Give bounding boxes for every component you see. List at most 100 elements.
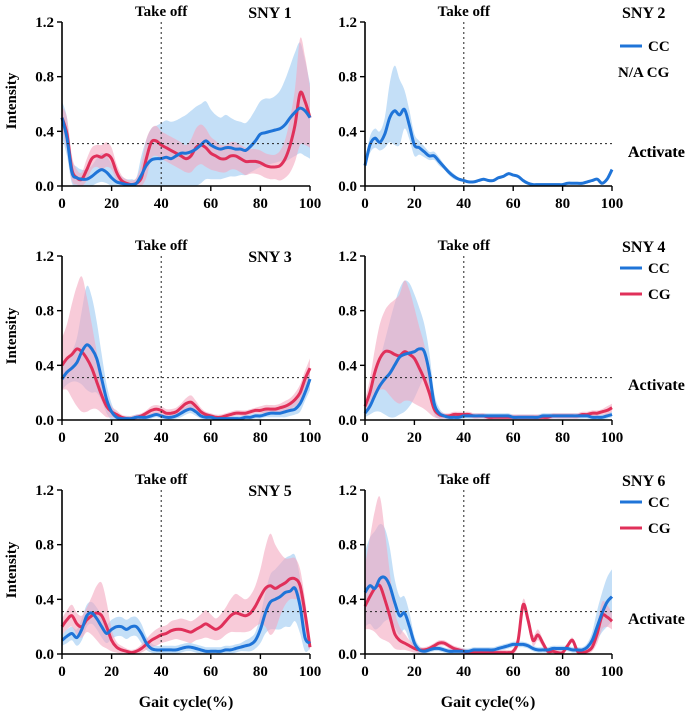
x-tick-label: 60: [506, 664, 521, 680]
activate-label: Activate: [628, 144, 685, 161]
y-axis-label: Intensity: [4, 541, 20, 598]
x-tick-label: 80: [253, 430, 268, 446]
band-cg: [365, 496, 612, 655]
x-tick-label: 40: [456, 664, 471, 680]
takeoff-label: Take off: [438, 4, 491, 20]
x-tick-label: 60: [506, 430, 521, 446]
panel-6: 0.0 0.4 0.8 1.2 0 20 40 60 80 100 Take off SNY 6 CC C…: [338, 472, 685, 680]
panel-title: SNY 3: [248, 249, 291, 266]
line-cc: [60, 343, 312, 421]
x-tick-label: 100: [601, 664, 624, 680]
panel-1: 0.0 0.4 0.8 1.2 0 20 40 60 80 100 Take off SNY 1 Act…: [35, 4, 685, 212]
x-tick-label: 0: [361, 196, 369, 212]
x-tick-label: 80: [253, 664, 268, 680]
panel-title: SNY 1: [248, 5, 291, 22]
takeoff-label: Take off: [438, 238, 491, 254]
line-cc: [363, 575, 614, 653]
band-cg: [365, 280, 612, 421]
x-tick-label: 0: [361, 430, 369, 446]
line-cg: [60, 347, 312, 421]
takeoff-label: Take off: [135, 238, 188, 254]
x-tick-label: 60: [203, 664, 218, 680]
x-tick-label: 40: [456, 430, 471, 446]
line-cg: [60, 576, 312, 655]
panel-3: 0.0 0.4 0.8 1.2 0 20 40 60 80 100 Take off SNY 3: [35, 238, 321, 446]
x-tick-label: 60: [506, 196, 521, 212]
y-tick-label: 0.4: [338, 592, 357, 608]
line-cc: [363, 107, 614, 187]
legend-label-cg: CG: [648, 287, 671, 303]
y-tick-label: 1.2: [338, 249, 357, 265]
legend-label-cg: N/A CG: [618, 65, 670, 81]
activate-label: Activate: [628, 377, 685, 394]
y-tick-label: 0.8: [35, 304, 54, 320]
legend-label-cg: CG: [648, 521, 671, 537]
x-tick-label: 80: [555, 664, 570, 680]
y-tick-label: 0.4: [35, 358, 54, 374]
x-tick-label: 0: [58, 196, 66, 212]
panel-title: SNY 6: [622, 473, 665, 490]
y-tick-label: 0.4: [338, 124, 357, 140]
x-tick-label: 100: [299, 664, 322, 680]
y-tick-label: 0.4: [35, 592, 54, 608]
line-cc: [61, 586, 312, 653]
x-tick-label: 40: [154, 664, 169, 680]
y-tick-label: 0.0: [35, 647, 54, 663]
y-tick-label: 0.8: [338, 304, 357, 320]
x-tick-label: 40: [456, 196, 471, 212]
band-cc: [365, 65, 612, 187]
y-tick-label: 0.8: [338, 70, 357, 86]
y-tick-label: 1.2: [35, 249, 54, 265]
takeoff-label: Take off: [438, 472, 491, 488]
x-tick-label: 0: [361, 664, 369, 680]
y-axis-label: Intensity: [4, 72, 20, 129]
y-tick-label: 0.8: [35, 538, 54, 554]
y-tick-label: 1.2: [338, 15, 357, 31]
y-tick-label: 0.0: [35, 179, 54, 195]
y-axis-label: Intensity: [4, 307, 20, 364]
takeoff-label: Take off: [135, 472, 188, 488]
x-tick-label: 100: [601, 430, 624, 446]
line-cc: [363, 347, 613, 419]
x-tick-label: 100: [299, 430, 322, 446]
x-tick-label: 20: [104, 664, 119, 680]
x-tick-label: 60: [203, 196, 218, 212]
x-tick-label: 80: [555, 196, 570, 212]
y-tick-label: 0.8: [338, 538, 357, 554]
takeoff-label: Take off: [135, 4, 188, 20]
legend-label-cc: CC: [648, 39, 670, 55]
x-tick-label: 60: [203, 430, 218, 446]
band-cg: [62, 533, 310, 655]
x-tick-label: 80: [555, 430, 570, 446]
activate-label: Activate: [628, 144, 685, 161]
y-tick-label: 0.0: [338, 647, 357, 663]
x-axis-label: Gait cycle(%): [139, 694, 234, 711]
x-axis-label: Gait cycle(%): [441, 694, 536, 711]
y-tick-label: 0.4: [338, 358, 357, 374]
line-cg: [363, 583, 614, 655]
panel-title: SNY 2: [622, 5, 665, 22]
y-tick-label: 1.2: [35, 483, 54, 499]
x-tick-label: 0: [58, 664, 66, 680]
panel-2: 0.0 0.4 0.8 1.2 0 20 40 60 80 100 Take off SNY 2 CC N…: [338, 4, 685, 212]
y-tick-label: 0.0: [338, 413, 357, 429]
y-tick-label: 0.0: [338, 179, 357, 195]
line-cg: [60, 90, 312, 187]
x-tick-label: 40: [154, 430, 169, 446]
x-tick-label: 80: [253, 196, 268, 212]
x-tick-label: 20: [407, 196, 422, 212]
legend-label-cc: CC: [648, 261, 670, 277]
x-tick-label: 100: [601, 196, 624, 212]
y-tick-label: 1.2: [338, 483, 357, 499]
y-tick-label: 0.4: [35, 124, 54, 140]
panel-4: 0.0 0.4 0.8 1.2 0 20 40 60 80 100 Take off SNY 4 CC C…: [338, 238, 685, 446]
panel-title: SNY 5: [248, 483, 291, 500]
legend-label-cc: CC: [648, 495, 670, 511]
x-tick-label: 20: [407, 430, 422, 446]
x-tick-label: 40: [154, 196, 169, 212]
panel-title: SNY 4: [622, 239, 665, 256]
activate-label: Activate: [628, 611, 685, 628]
y-tick-label: 0.8: [35, 70, 54, 86]
x-tick-label: 20: [104, 196, 119, 212]
